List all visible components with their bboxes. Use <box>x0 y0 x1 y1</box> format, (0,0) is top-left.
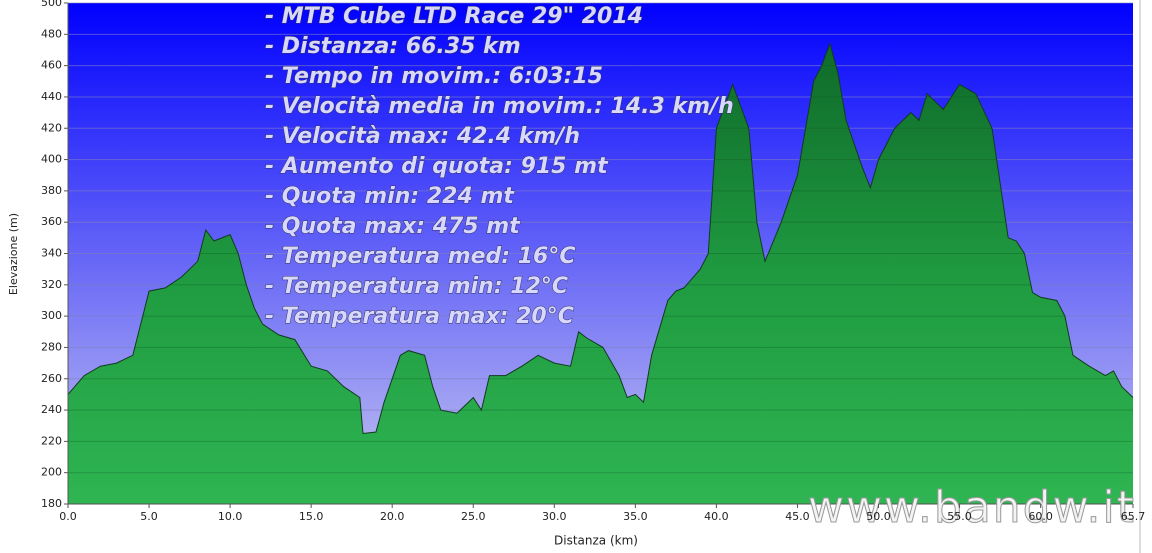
annotation: - Quota max: 475 mt <box>265 214 521 239</box>
y-tick-label: 320 <box>41 278 62 291</box>
y-tick-label: 220 <box>41 434 62 447</box>
x-tick-label: 55.0 <box>947 510 972 523</box>
elevation-line <box>67 42 1134 435</box>
y-tick-label: 460 <box>41 59 62 72</box>
y-tick-label: 380 <box>41 184 62 197</box>
x-tick-label: 0.0 <box>59 510 77 523</box>
x-tick-label: 10.0 <box>218 510 243 523</box>
annotation: - Temperatura max: 20°C <box>265 304 574 329</box>
y-tick-label: 240 <box>41 403 62 416</box>
annotation: - Quota min: 224 mt <box>265 184 515 209</box>
x-tick-label: 20.0 <box>380 510 405 523</box>
x-tick-label: 30.0 <box>542 510 567 523</box>
x-tick-label: 35.0 <box>623 510 648 523</box>
x-tick-label: 50.0 <box>866 510 891 523</box>
elevation-area <box>68 43 1133 504</box>
annotation: - Velocità max: 42.4 km/h <box>265 124 580 149</box>
y-tick-label: 440 <box>41 90 62 103</box>
annotation: - Temperatura med: 16°C <box>265 244 576 269</box>
y-tick-label: 500 <box>41 0 62 9</box>
x-axis-label: Distanza (km) <box>554 534 638 548</box>
watermark: www.bandw.it <box>808 482 1136 533</box>
y-tick-label: 420 <box>41 121 62 134</box>
x-tick-label: 5.0 <box>140 510 158 523</box>
annotation: - Distanza: 66.35 km <box>265 34 521 59</box>
x-tick-label: 40.0 <box>704 510 729 523</box>
x-tick-label: 60.0 <box>1028 510 1053 523</box>
annotation: - Aumento di quota: 915 mt <box>265 154 609 179</box>
y-tick-label: 200 <box>41 466 62 479</box>
x-tick-label: 65.7 <box>1121 510 1146 523</box>
annotation: - Tempo in movim.: 6:03:15 <box>265 64 603 89</box>
annotation: - Velocità media in movim.: 14.3 km/h <box>265 94 734 119</box>
x-tick-label: 25.0 <box>461 510 486 523</box>
y-tick-label: 340 <box>41 247 62 260</box>
y-tick-label: 180 <box>41 497 62 510</box>
y-tick-label: 260 <box>41 372 62 385</box>
y-tick-label: 280 <box>41 340 62 353</box>
y-tick-label: 300 <box>41 309 62 322</box>
annotation: - Temperatura min: 12°C <box>265 274 568 299</box>
y-tick-label: 360 <box>41 215 62 228</box>
x-tick-label: 45.0 <box>785 510 810 523</box>
y-axis-label: Elevazione (m) <box>7 213 20 295</box>
x-tick-label: 15.0 <box>299 510 324 523</box>
y-tick-label: 400 <box>41 153 62 166</box>
y-tick-label: 480 <box>41 27 62 40</box>
annotation: - MTB Cube LTD Race 29" 2014 <box>265 4 643 29</box>
